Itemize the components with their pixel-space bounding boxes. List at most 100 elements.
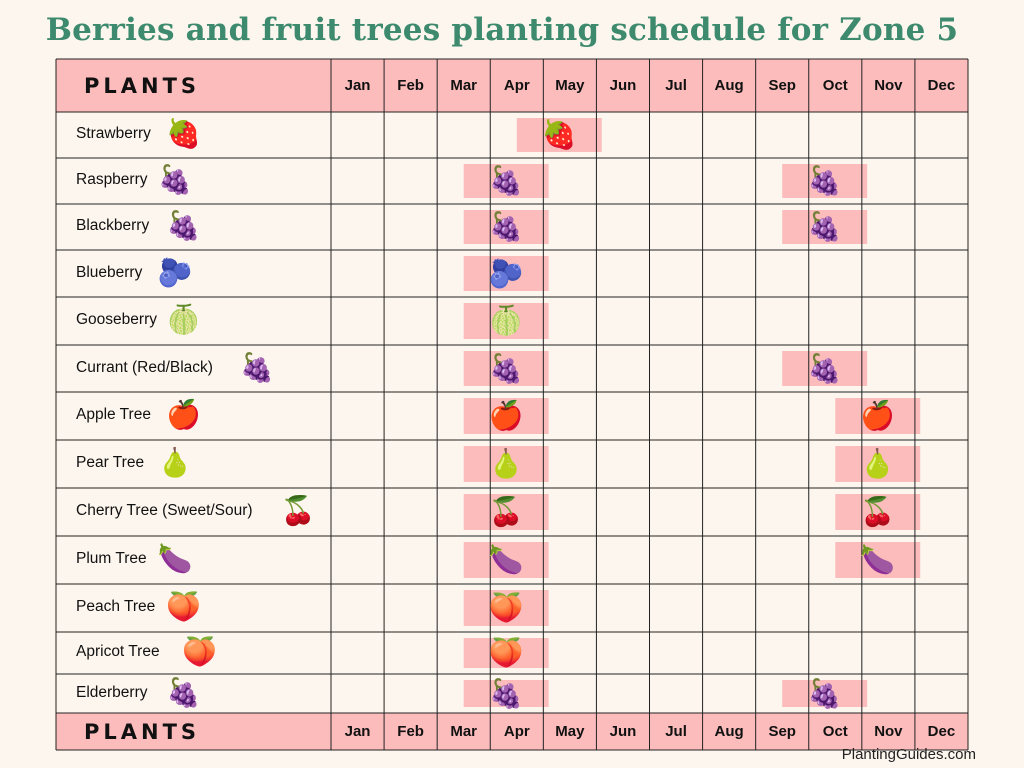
- planting-window-bar: [463, 680, 549, 707]
- apricot-icon: 🍑: [182, 635, 218, 668]
- raspberry-icon: 🍇: [157, 163, 193, 196]
- plant-name: Peach Tree: [76, 598, 156, 615]
- month-header-apr: Apr: [503, 77, 530, 94]
- planting-window-bar: [835, 446, 921, 482]
- month-header-jul: Jul: [665, 723, 687, 740]
- elderberry-icon: 🍇: [166, 675, 201, 709]
- plant-name: Strawberry: [76, 125, 151, 142]
- planting-window-bar: [835, 494, 921, 530]
- page-title: Berries and fruit trees planting schedul…: [45, 12, 959, 48]
- apple-icon: 🍎: [488, 399, 524, 432]
- month-header-nov: Nov: [874, 723, 903, 740]
- month-header-may: May: [555, 723, 585, 740]
- plum-icon: 🍆: [860, 543, 896, 576]
- month-header-jan: Jan: [344, 77, 371, 94]
- planting-window-bar: [463, 256, 549, 291]
- planting-window-bar: [463, 164, 549, 198]
- month-header-aug: Aug: [714, 723, 744, 740]
- cherry-icon: 🍒: [280, 494, 316, 527]
- month-header-jul: Jul: [665, 77, 687, 94]
- month-header-mar: Mar: [450, 77, 478, 94]
- elderberry-icon: 🍇: [488, 676, 524, 710]
- month-header-nov: Nov: [874, 77, 903, 94]
- planting-window-bar: [463, 303, 549, 339]
- plant-name: Blackberry: [76, 217, 150, 234]
- month-header-mar: Mar: [450, 723, 478, 740]
- footer-band: [56, 713, 968, 750]
- planting-window-bar: [782, 164, 868, 198]
- peach-icon: 🍑: [166, 590, 201, 623]
- blackberry-icon: 🍇: [166, 209, 201, 242]
- gooseberry-icon: 🍈: [166, 303, 201, 336]
- pear-icon: 🍐: [157, 446, 193, 479]
- blackberry-icon: 🍇: [488, 210, 524, 243]
- plant-name: Gooseberry: [76, 311, 157, 328]
- month-header-jun: Jun: [609, 723, 637, 740]
- gooseberry-icon: 🍈: [488, 304, 524, 337]
- planting-window-bar: [782, 351, 868, 386]
- month-header-dec: Dec: [927, 723, 956, 740]
- apricot-icon: 🍑: [488, 636, 524, 669]
- strawberry-icon: 🍓: [541, 118, 577, 151]
- planting-window-bar: [463, 590, 549, 626]
- month-header-dec: Dec: [927, 77, 956, 94]
- strawberry-icon: 🍓: [166, 117, 201, 150]
- month-header-oct: Oct: [822, 723, 848, 740]
- month-header-sep: Sep: [768, 77, 796, 94]
- peach-icon: 🍑: [488, 591, 524, 624]
- planting-window-bar: [782, 680, 868, 707]
- plant-name: Plum Tree: [76, 550, 147, 567]
- pear-icon: 🍐: [860, 447, 896, 480]
- currant-icon: 🍇: [488, 351, 524, 385]
- planting-window-bar: [835, 542, 921, 578]
- blueberry-icon: 🫐: [488, 256, 524, 290]
- month-header-jan: Jan: [344, 723, 371, 740]
- pear-icon: 🍐: [488, 447, 524, 480]
- planting-window-bar: [782, 210, 868, 244]
- month-header-oct: Oct: [822, 77, 848, 94]
- month-header-sep: Sep: [768, 723, 796, 740]
- elderberry-icon: 🍇: [807, 676, 843, 710]
- month-header-aug: Aug: [714, 77, 744, 94]
- header-band: [56, 59, 968, 112]
- plum-icon: 🍆: [157, 542, 193, 575]
- cherry-icon: 🍒: [488, 495, 524, 528]
- planting-window-bar: [463, 494, 549, 530]
- plant-name: Apple Tree: [76, 406, 151, 423]
- planting-window-bar: [463, 351, 549, 386]
- raspberry-icon: 🍇: [488, 164, 524, 197]
- planting-window-bar: [463, 398, 549, 434]
- apple-icon: 🍎: [166, 398, 201, 431]
- plant-name: Apricot Tree: [76, 643, 160, 660]
- plant-name: Raspberry: [76, 171, 148, 188]
- plant-name: Elderberry: [76, 683, 148, 701]
- currant-icon: 🍇: [807, 351, 843, 385]
- blackberry-icon: 🍇: [807, 210, 843, 243]
- planting-window-bar: [463, 638, 549, 668]
- planting-window-bar: [463, 446, 549, 482]
- plant-name: Currant (Red/Black): [76, 358, 213, 376]
- raspberry-icon: 🍇: [807, 164, 843, 197]
- plants-column-header: PLANTS: [84, 73, 201, 98]
- month-header-feb: Feb: [397, 723, 424, 740]
- month-header-may: May: [555, 77, 585, 94]
- planting-window-bar: [463, 542, 549, 578]
- plant-name: Blueberry: [76, 263, 143, 281]
- apple-icon: 🍎: [860, 399, 896, 432]
- month-header-jun: Jun: [609, 77, 637, 94]
- planting-window-bar: [835, 398, 921, 434]
- blueberry-icon: 🫐: [157, 255, 193, 289]
- site-credit: PlantingGuides.com: [841, 746, 976, 763]
- planting-window-bar: [463, 210, 549, 244]
- month-header-feb: Feb: [397, 77, 424, 94]
- plant-name: Cherry Tree (Sweet/Sour): [76, 502, 253, 519]
- plum-icon: 🍆: [488, 543, 524, 576]
- currant-icon: 🍇: [239, 350, 275, 384]
- cherry-icon: 🍒: [860, 495, 896, 528]
- planting-window-bar: [516, 118, 602, 152]
- month-header-apr: Apr: [503, 723, 530, 740]
- plant-name: Pear Tree: [76, 454, 145, 471]
- plants-column-header: PLANTS: [84, 719, 201, 744]
